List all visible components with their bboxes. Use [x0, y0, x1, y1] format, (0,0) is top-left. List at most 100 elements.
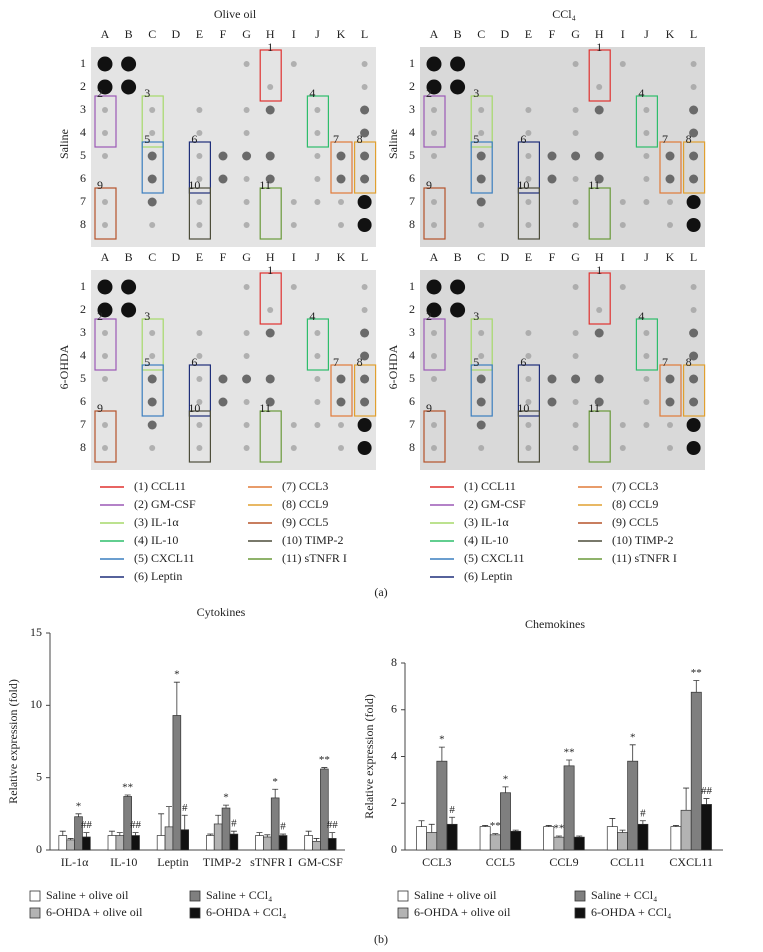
blot-spot [218, 151, 228, 161]
blot-spot [619, 199, 626, 205]
array-box [659, 141, 682, 194]
array-box [141, 141, 164, 194]
blot-spot [357, 195, 372, 209]
row-label: 4 [409, 125, 415, 139]
legend-label: (3) IL-1α [464, 515, 509, 529]
legend-label: (7) CCL3 [612, 479, 658, 493]
blot-spot [265, 151, 275, 161]
array-box [588, 187, 611, 240]
x-tick-label: TIMP-2 [203, 855, 242, 869]
array-box [188, 410, 211, 463]
blot-spot [525, 353, 532, 359]
error-bar [438, 746, 445, 762]
blot-spot [665, 374, 675, 384]
row-label: 8 [409, 440, 415, 454]
blot-spot [102, 199, 108, 205]
blot-spot [102, 376, 108, 382]
box-number: 2 [97, 86, 103, 100]
blot-spot [667, 199, 673, 205]
array-box [94, 95, 117, 148]
blot-spot [431, 422, 437, 428]
legend-label: Saline + olive oil [46, 888, 129, 902]
blot-spot [147, 174, 157, 184]
error-bar [83, 832, 90, 837]
bar [627, 760, 639, 851]
array-box [470, 364, 493, 417]
box-number: 5 [473, 355, 479, 369]
legend-swatch [397, 907, 409, 919]
error-bar [116, 832, 123, 836]
error-bar [555, 835, 562, 838]
bar [66, 839, 75, 851]
row-label: 8 [80, 440, 86, 454]
row-label: 4 [80, 125, 86, 139]
row-label: 3 [80, 102, 86, 116]
legend-label: (1) CCL11 [464, 479, 516, 493]
significance-mark: ** [122, 782, 133, 794]
blot-spot [338, 422, 344, 428]
blot-spot [102, 353, 108, 359]
blot-spot [572, 353, 579, 359]
column-label: B [454, 27, 462, 41]
blot-spot [594, 174, 604, 184]
legend-label: 6-OHDA + olive oil [414, 905, 511, 919]
array-box [259, 272, 282, 325]
bar [131, 835, 140, 851]
legend-label: (5) CXCL11 [464, 551, 525, 565]
blot-spot [619, 284, 626, 290]
array-box [423, 187, 446, 240]
array-box [259, 187, 282, 240]
legend-label: (6) Leptin [464, 569, 512, 583]
blot-spot [196, 330, 203, 336]
x-tick-label: CCL9 [549, 855, 578, 869]
x-tick-label: GM-CSF [298, 855, 343, 869]
blot-spot [97, 279, 113, 295]
y-axis-title: Relative expression (fold) [6, 679, 20, 804]
blot-spot [476, 397, 486, 407]
blot-membrane [420, 270, 705, 470]
error-bar [629, 744, 636, 762]
significance-mark: ## [81, 819, 93, 831]
box-number: 7 [662, 132, 668, 146]
blot-spot [450, 56, 466, 72]
blot-spot [290, 199, 297, 205]
box-number: 1 [596, 263, 602, 277]
row-label: 1 [80, 56, 86, 70]
blot-spot [242, 374, 252, 384]
array-box [588, 410, 611, 463]
blot-spot [357, 441, 372, 455]
blot-spot [196, 353, 203, 359]
box-number: 6 [520, 355, 526, 369]
blot-membrane [91, 47, 376, 247]
row-label: 3 [409, 102, 415, 116]
significance-mark: # [280, 821, 286, 833]
blot-spot [478, 130, 485, 136]
blot-spot [431, 376, 437, 382]
blot-spot [619, 445, 626, 451]
blot-spot [643, 107, 650, 113]
array-box [517, 187, 541, 240]
blot-spot [450, 279, 466, 295]
array-box [470, 141, 493, 194]
box-number: 3 [144, 309, 150, 323]
bar [680, 809, 692, 851]
error-bar [173, 681, 180, 716]
bar [263, 836, 272, 851]
blot-spot [360, 105, 370, 115]
blot-spot [149, 107, 156, 113]
legend-label: (10) TIMP-2 [282, 533, 343, 547]
column-label: K [337, 250, 346, 264]
blot-spot [525, 222, 532, 228]
blot-spot [572, 107, 579, 113]
blot-spot [149, 130, 156, 136]
bar [107, 835, 117, 851]
legend-label: (2) GM-CSF [134, 497, 196, 511]
column-label: D [171, 250, 180, 264]
legend-label: (11) sTNFR I [282, 551, 347, 565]
legend-label: Saline + olive oil [414, 888, 497, 902]
row-label: 3 [409, 325, 415, 339]
row-label: 5 [80, 371, 86, 385]
blot-spot [267, 84, 274, 90]
significance-mark: ## [327, 819, 339, 831]
